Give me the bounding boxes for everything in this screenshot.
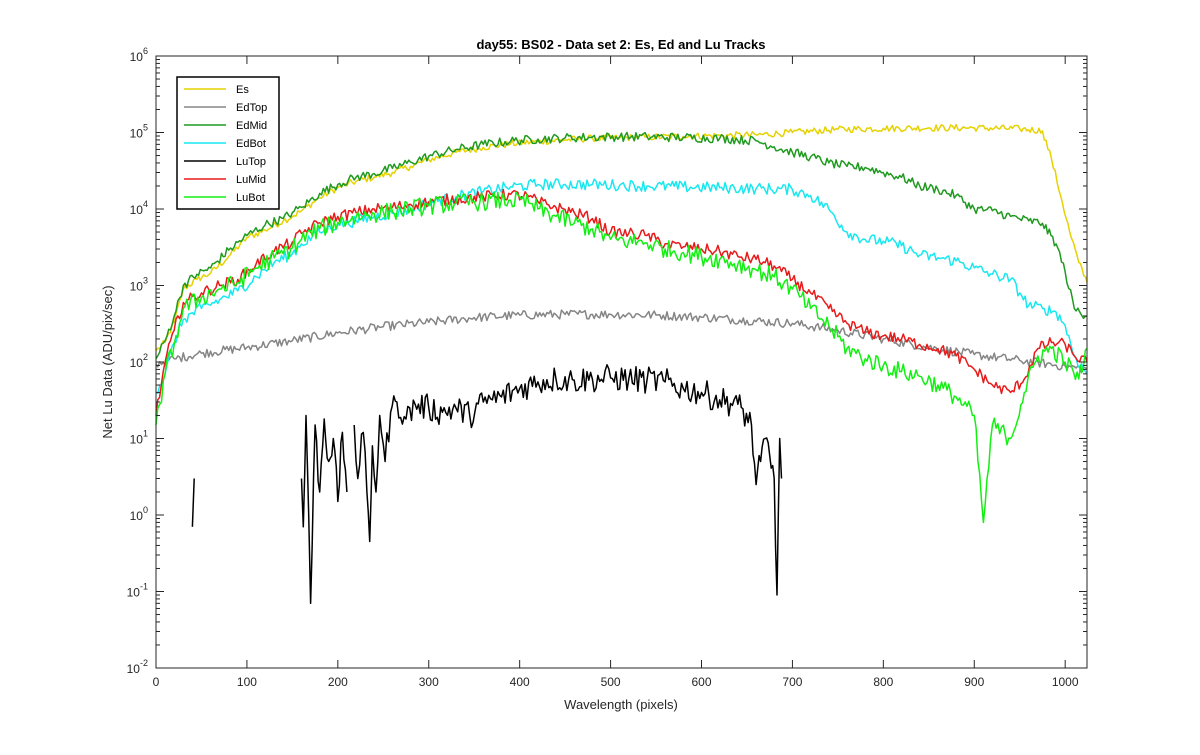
series-line-lutop-2 <box>300 414 348 605</box>
y-tick-label: 102 <box>130 352 148 370</box>
y-tick-label: 103 <box>130 276 148 294</box>
x-tick-label: 800 <box>873 675 893 689</box>
series-line-lumid <box>155 188 1088 416</box>
y-tick-label: 101 <box>130 429 148 447</box>
y-axis-label: Net Lu Data (ADU/pix/sec) <box>100 285 115 438</box>
x-tick-label: 100 <box>237 675 257 689</box>
x-axis-label: Wavelength (pixels) <box>564 697 678 712</box>
x-tick-label: 300 <box>419 675 439 689</box>
y-tick-label: 104 <box>130 199 148 217</box>
plot-area <box>156 56 1087 668</box>
x-tick-label: 200 <box>328 675 348 689</box>
series-edtop <box>155 309 1088 374</box>
chart-title: day55: BS02 - Data set 2: Es, Ed and Lu … <box>476 37 765 52</box>
series-edmid <box>155 131 1088 360</box>
legend-label-edmid: EdMid <box>236 120 267 132</box>
y-tick-label: 106 <box>130 46 148 64</box>
y-tick-label: 10-1 <box>127 582 148 600</box>
y-tick-label: 100 <box>130 505 148 523</box>
legend: Es EdTop EdMid EdBot LuTop LuMid LuBot <box>176 76 280 210</box>
y-axis: 10-2 10-1 100 101 102 103 104 105 106 <box>127 46 1087 676</box>
x-tick-label: 500 <box>601 675 621 689</box>
series-line-edmid <box>155 131 1088 360</box>
x-tick-label: 900 <box>964 675 984 689</box>
x-tick-label: 0 <box>153 675 160 689</box>
series-line-lubot <box>155 191 1088 524</box>
x-tick-label: 600 <box>691 675 711 689</box>
x-tick-label: 400 <box>510 675 530 689</box>
x-tick-label: 700 <box>782 675 802 689</box>
series-lutop <box>191 364 783 605</box>
legend-label-lubot: LuBot <box>236 192 265 204</box>
series-line-lutop-3 <box>353 364 783 596</box>
x-axis: 0 100 200 300 400 500 600 700 800 900 1000 <box>153 56 1079 689</box>
x-tick-label: 1000 <box>1052 675 1079 689</box>
series-edbot <box>155 178 1088 395</box>
series-layer <box>155 123 1088 605</box>
series-line-edtop <box>155 309 1088 374</box>
series-line-edbot <box>155 178 1088 395</box>
series-lumid <box>155 188 1088 416</box>
series-line-lutop-1 <box>191 478 195 527</box>
series-lubot <box>155 191 1088 524</box>
y-tick-label: 105 <box>130 123 148 141</box>
legend-label-lutop: LuTop <box>236 156 266 168</box>
legend-label-edbot: EdBot <box>236 138 266 150</box>
legend-label-es: Es <box>236 84 249 96</box>
legend-label-lumid: LuMid <box>236 174 266 186</box>
y-tick-label: 10-2 <box>127 658 148 676</box>
legend-label-edtop: EdTop <box>236 102 267 114</box>
